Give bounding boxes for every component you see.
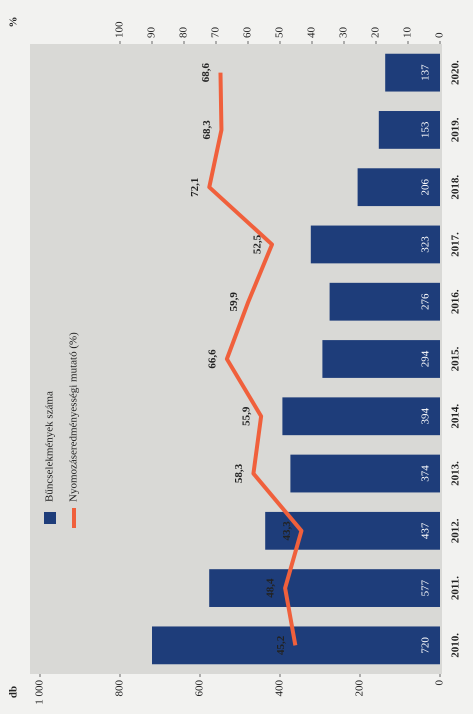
y2-tick-label: 70 (210, 27, 222, 39)
bar (378, 111, 440, 149)
legend-label: Nyomozáseredményességi mutató (%) (68, 332, 80, 502)
line-value-label: 72,1 (189, 178, 201, 197)
bar (357, 168, 441, 207)
bar-value-label: 153 (420, 121, 432, 138)
line-value-label: 68,6 (200, 63, 212, 83)
y2-tick-label: 10 (402, 27, 414, 39)
y2-tick-label: 80 (178, 27, 190, 39)
y2-tick-label: 30 (338, 27, 350, 39)
bar (265, 511, 441, 550)
y2-tick-label: 50 (274, 27, 286, 39)
bar-value-label: 720 (420, 637, 432, 654)
bar (322, 340, 440, 378)
bar-value-label: 206 (420, 178, 432, 195)
x-tick-label: 2012. (450, 518, 462, 543)
y-tick-label: 800 (114, 680, 126, 697)
bar (209, 569, 440, 607)
bar-value-label: 323 (420, 236, 432, 253)
line-value-label: 66,6 (206, 349, 218, 369)
bar-value-label: 577 (420, 579, 432, 596)
x-tick-label: 2011. (450, 576, 462, 600)
y2-tick-label: 40 (306, 27, 318, 39)
y2-tick-label: 90 (146, 27, 158, 39)
y-tick-label: 200 (354, 680, 366, 697)
x-tick-label: 2016. (450, 289, 462, 314)
y2-axis-label: % (8, 17, 20, 28)
line-value-label: 55,9 (241, 406, 253, 426)
y-tick-label: 400 (274, 680, 286, 697)
x-tick-label: 2014. (450, 404, 462, 429)
y2-tick-label: 0 (434, 32, 446, 38)
bar-value-label: 137 (420, 64, 432, 81)
y-tick-label: 600 (194, 680, 206, 697)
x-tick-label: 2019. (450, 117, 462, 142)
bar (290, 454, 440, 493)
line-value-label: 48,4 (265, 578, 277, 598)
y-tick-label: 1 000 (34, 680, 46, 705)
bar-value-label: 294 (420, 350, 432, 367)
line-value-label: 45,2 (275, 635, 287, 655)
x-tick-label: 2013. (450, 461, 462, 486)
bar (152, 626, 440, 665)
bar (385, 53, 441, 92)
line-value-label: 58,3 (233, 463, 245, 483)
y2-tick-label: 60 (242, 27, 254, 39)
y2-tick-label: 100 (114, 21, 126, 38)
bar-value-label: 437 (420, 522, 432, 539)
line (207, 72, 304, 646)
bar-value-label: 394 (420, 408, 432, 425)
y-axis-label: db (8, 686, 20, 698)
x-tick-label: 2020. (450, 60, 462, 85)
line-value-label: 68,3 (201, 120, 213, 140)
rotated-chart: db % 0 200 400 600 800 1 000 0 10 20 30 40 50 60 70 80… (8, 17, 462, 705)
bar (282, 397, 440, 436)
x-tick-label: 2015. (450, 346, 462, 371)
x-tick-label: 2018. (450, 175, 462, 200)
bar-value-label: 276 (420, 293, 432, 310)
legend-label: Bűncselekmények száma (44, 391, 56, 502)
x-tick-label: 2017. (450, 232, 462, 257)
line-value-label: 59,9 (228, 292, 240, 312)
legend-swatch (44, 512, 56, 524)
line-value-label: 52,5 (252, 234, 264, 254)
bar-value-label: 374 (420, 465, 432, 482)
bar (329, 282, 441, 321)
x-tick-label: 2010. (450, 633, 462, 658)
bar (310, 225, 440, 264)
line-value-label: 43,3 (281, 521, 293, 541)
y2-tick-label: 20 (370, 27, 382, 39)
y-tick-label: 0 (434, 680, 446, 686)
